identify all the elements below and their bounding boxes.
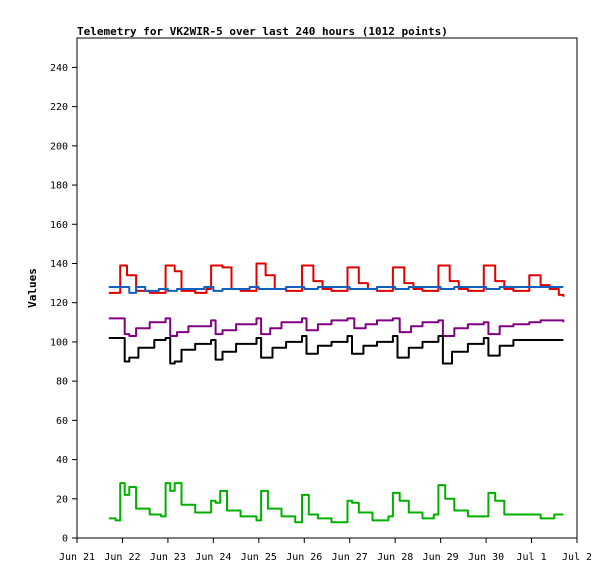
y-tick-label: 220 <box>50 102 68 113</box>
y-tick-label: 60 <box>56 416 68 427</box>
x-tick-label: Jun 26 <box>286 552 322 563</box>
y-tick-label: 240 <box>50 63 68 74</box>
series-line-3 <box>108 317 565 337</box>
y-tick-label: 120 <box>50 298 68 309</box>
y-axis-label: Values <box>26 268 39 308</box>
y-tick-label: 140 <box>50 259 68 270</box>
y-tick-label: 160 <box>50 220 68 231</box>
series-line-5 <box>108 482 564 524</box>
series-group <box>108 262 565 524</box>
x-tick-label: Jun 27 <box>332 552 368 563</box>
y-tick-label: 100 <box>50 337 68 348</box>
chart-title: Telemetry for VK2WIR-5 over last 240 hou… <box>77 25 448 38</box>
x-tick-label: Jun 22 <box>104 552 140 563</box>
x-tick-label: Jun 25 <box>241 552 277 563</box>
series-line-2 <box>108 286 564 294</box>
y-tick-label: 180 <box>50 181 68 192</box>
x-tick-label: Jun 29 <box>423 552 459 563</box>
y-tick-label: 80 <box>56 377 68 388</box>
y-tick-label: 40 <box>56 455 68 466</box>
series-line-1 <box>108 262 565 297</box>
x-tick-label: Jun 30 <box>468 552 504 563</box>
x-tick-label: Jul 2 <box>562 552 592 563</box>
y-axis: 0 20 40 60 80 100 120 140 160 180 200 220 240 <box>50 63 77 545</box>
x-tick-label: Jul 1 <box>516 552 546 563</box>
x-axis: Jun 21 Jun 22 Jun 23 Jun 24 Jun 25 Jun 26 Jun … <box>59 538 592 563</box>
x-tick-label: Jun 24 <box>195 552 231 563</box>
y-tick-label: 20 <box>56 494 68 505</box>
y-tick-label: 0 <box>62 534 68 545</box>
x-tick-label: Jun 28 <box>377 552 413 563</box>
series-line-4 <box>108 335 564 365</box>
y-tick-label: 200 <box>50 141 68 152</box>
x-tick-label: Jun 23 <box>150 552 186 563</box>
x-tick-label: Jun 21 <box>59 552 95 563</box>
plot-frame <box>76 37 578 539</box>
